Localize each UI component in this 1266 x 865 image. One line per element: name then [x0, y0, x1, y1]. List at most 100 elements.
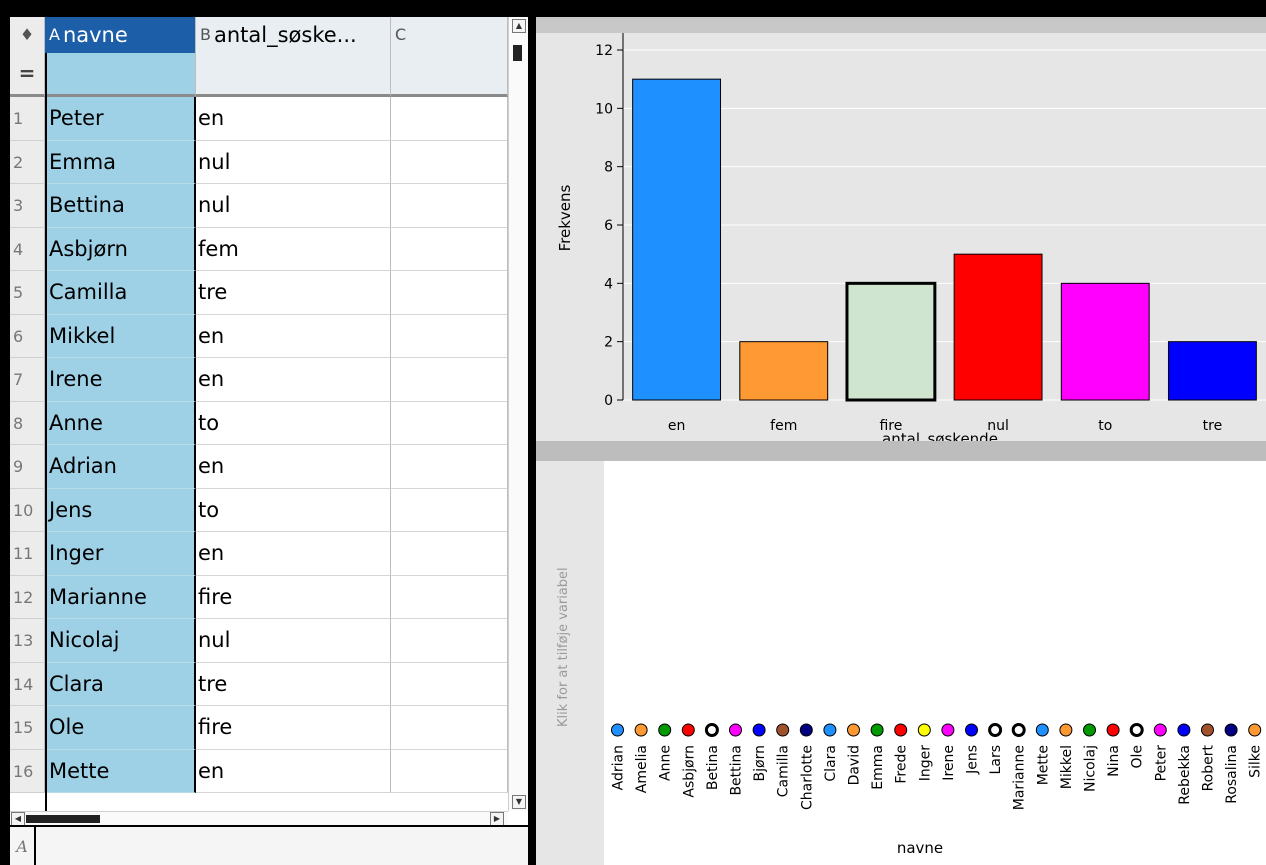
- bar-chart-area[interactable]: 0 2 4 6 8 10 12 en fem fire nul to tre Frekvens ant…: [536, 33, 1266, 457]
- cell-antal-soeskende[interactable]: fire: [196, 575, 391, 619]
- row-index[interactable]: 15: [10, 706, 45, 750]
- cell-c[interactable]: [391, 184, 508, 228]
- cell-navne[interactable]: Mikkel: [45, 314, 196, 358]
- cell-antal-soeskende[interactable]: nul: [196, 184, 391, 228]
- row-index[interactable]: 1: [10, 97, 45, 141]
- dot-plot[interactable]: Adrian Amelia Anne Asbjørn Betina Bettina Bjør…: [604, 461, 1266, 865]
- dot-Anne[interactable]: [658, 723, 672, 737]
- cell-antal-soeskende[interactable]: en: [196, 532, 391, 576]
- dot-Nicolaj[interactable]: [1083, 723, 1096, 737]
- cell-navne[interactable]: Mette: [45, 749, 196, 793]
- cell-antal-soeskende[interactable]: en: [196, 749, 391, 793]
- cell-navne[interactable]: Bettina: [45, 184, 196, 228]
- dot-Adrian[interactable]: [611, 723, 624, 737]
- cell-navne[interactable]: Adrian: [45, 445, 196, 489]
- cell-c[interactable]: [391, 271, 508, 315]
- row-index[interactable]: 10: [10, 488, 45, 532]
- cell-navne[interactable]: Clara: [45, 662, 196, 706]
- dot-Robert[interactable]: [1201, 723, 1214, 737]
- cell-c[interactable]: [391, 97, 508, 141]
- vertical-scrollbar[interactable]: ▲ ▼: [508, 17, 528, 811]
- row-index[interactable]: 9: [10, 445, 45, 489]
- cell-antal-soeskende[interactable]: to: [196, 401, 391, 445]
- cell-antal-soeskende[interactable]: to: [196, 488, 391, 532]
- cell-antal-soeskende[interactable]: tre: [196, 662, 391, 706]
- cell-navne[interactable]: Emma: [45, 140, 196, 184]
- scroll-right-icon[interactable]: ▶: [490, 812, 504, 826]
- dot-Emma[interactable]: [870, 723, 884, 737]
- cell-c[interactable]: [391, 401, 508, 445]
- cell-navne[interactable]: Jens: [45, 488, 196, 532]
- dot-Marianne[interactable]: [1011, 723, 1026, 737]
- scroll-up-icon[interactable]: ▲: [512, 19, 526, 33]
- row-index[interactable]: 16: [10, 749, 45, 793]
- row-index[interactable]: 11: [10, 532, 45, 576]
- cell-entry-input[interactable]: [38, 830, 522, 864]
- cell-c[interactable]: [391, 749, 508, 793]
- cell-navne[interactable]: Inger: [45, 532, 196, 576]
- vertical-scroll-thumb[interactable]: [513, 45, 522, 61]
- dot-Asbjørn[interactable]: [681, 723, 695, 737]
- formula-cell-c[interactable]: [391, 53, 508, 97]
- dot-Irene[interactable]: [941, 723, 955, 737]
- horizontal-scrollbar[interactable]: ◀ ▶: [10, 811, 508, 826]
- cell-navne[interactable]: Asbjørn: [45, 227, 196, 271]
- add-variable-prompt[interactable]: Klik for at tilføje variabel: [556, 497, 576, 727]
- dot-Inger[interactable]: [917, 723, 931, 737]
- dot-Silke[interactable]: [1248, 723, 1262, 737]
- cell-navne[interactable]: Nicolaj: [45, 619, 196, 663]
- bar-fire[interactable]: [845, 281, 937, 402]
- horizontal-scroll-thumb[interactable]: [26, 815, 100, 823]
- dot-Lars[interactable]: [988, 723, 1003, 737]
- cell-c[interactable]: [391, 662, 508, 706]
- cell-antal-soeskende[interactable]: nul: [196, 619, 391, 663]
- formula-cell-a[interactable]: [45, 53, 196, 97]
- dot-Ole[interactable]: [1129, 723, 1144, 737]
- dot-Betina[interactable]: [704, 723, 719, 737]
- cell-c[interactable]: [391, 314, 508, 358]
- dot-Mette[interactable]: [1035, 723, 1049, 737]
- row-index[interactable]: 6: [10, 314, 45, 358]
- formula-cell-b[interactable]: [196, 53, 391, 97]
- cell-c[interactable]: [391, 532, 508, 576]
- row-index[interactable]: 2: [10, 140, 45, 184]
- dot-Amelia[interactable]: [634, 723, 648, 737]
- cell-c[interactable]: [391, 227, 508, 271]
- bar-tre[interactable]: [1167, 341, 1257, 401]
- row-index[interactable]: 12: [10, 575, 45, 619]
- dot-Frede[interactable]: [894, 723, 908, 737]
- cell-navne[interactable]: Ole: [45, 706, 196, 750]
- dot-Camilla[interactable]: [776, 723, 790, 737]
- cell-c[interactable]: [391, 445, 508, 489]
- dot-plot-svg[interactable]: Adrian Amelia Anne Asbjørn Betina Bettina Bjør…: [604, 461, 1266, 865]
- cell-c[interactable]: [391, 619, 508, 663]
- cell-antal-soeskende[interactable]: fire: [196, 706, 391, 750]
- dot-Charlotte[interactable]: [799, 723, 813, 737]
- cell-antal-soeskende[interactable]: en: [196, 314, 391, 358]
- cell-antal-soeskende[interactable]: en: [196, 358, 391, 402]
- dot-Mikkel[interactable]: [1059, 723, 1073, 737]
- cell-navne[interactable]: Irene: [45, 358, 196, 402]
- scroll-left-icon[interactable]: ◀: [11, 812, 25, 826]
- dot-Clara[interactable]: [823, 723, 837, 737]
- row-index[interactable]: 8: [10, 401, 45, 445]
- cell-c[interactable]: [391, 358, 508, 402]
- column-header-corner[interactable]: ♦: [10, 17, 45, 53]
- dot-Bettina[interactable]: [729, 723, 742, 737]
- cell-navne[interactable]: Peter: [45, 97, 196, 141]
- cell-antal-soeskende[interactable]: nul: [196, 140, 391, 184]
- row-index[interactable]: 14: [10, 662, 45, 706]
- row-index[interactable]: 13: [10, 619, 45, 663]
- cell-antal-soeskende[interactable]: fem: [196, 227, 391, 271]
- dot-Jens[interactable]: [965, 723, 978, 737]
- dot-Nina[interactable]: [1106, 723, 1120, 737]
- cell-navne[interactable]: Camilla: [45, 271, 196, 315]
- cell-antal-soeskende[interactable]: en: [196, 97, 391, 141]
- row-index[interactable]: 5: [10, 271, 45, 315]
- row-index[interactable]: 7: [10, 358, 45, 402]
- cell-c[interactable]: [391, 575, 508, 619]
- cell-c[interactable]: [391, 140, 508, 184]
